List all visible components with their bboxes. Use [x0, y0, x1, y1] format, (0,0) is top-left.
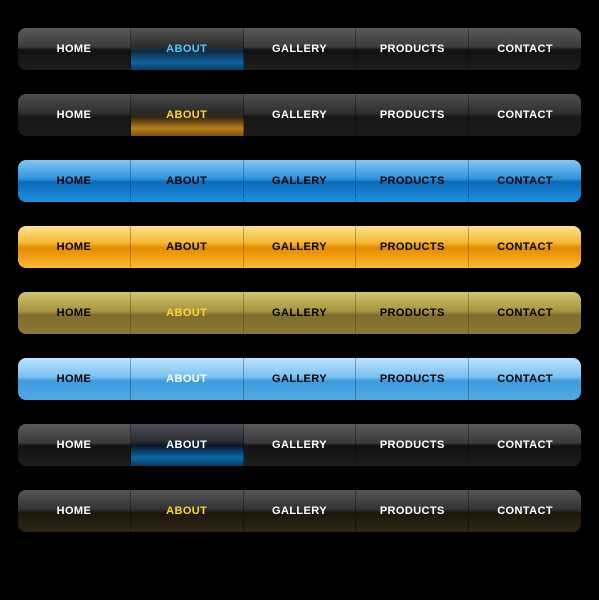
nav-item-products[interactable]: PRODUCTS: [356, 292, 469, 334]
nav-item-gallery[interactable]: GALLERY: [244, 226, 357, 268]
nav-item-home[interactable]: HOME: [18, 292, 131, 334]
nav-bar-3: HOMEABOUTGALLERYPRODUCTSCONTACT: [18, 160, 581, 202]
nav-item-gallery[interactable]: GALLERY: [244, 292, 357, 334]
nav-item-home[interactable]: HOME: [18, 358, 131, 400]
nav-item-home[interactable]: HOME: [18, 94, 131, 136]
nav-item-gallery[interactable]: GALLERY: [244, 490, 357, 532]
nav-item-contact[interactable]: CONTACT: [469, 94, 581, 136]
nav-item-home[interactable]: HOME: [18, 424, 131, 466]
nav-item-gallery[interactable]: GALLERY: [244, 358, 357, 400]
nav-item-about[interactable]: ABOUT: [131, 490, 244, 532]
nav-item-home[interactable]: HOME: [18, 226, 131, 268]
nav-item-contact[interactable]: CONTACT: [469, 292, 581, 334]
nav-bar-5: HOMEABOUTGALLERYPRODUCTSCONTACT: [18, 292, 581, 334]
nav-item-about[interactable]: ABOUT: [131, 160, 244, 202]
nav-item-home[interactable]: HOME: [18, 160, 131, 202]
nav-item-about[interactable]: ABOUT: [131, 226, 244, 268]
nav-item-contact[interactable]: CONTACT: [469, 160, 581, 202]
nav-item-gallery[interactable]: GALLERY: [244, 94, 357, 136]
nav-item-gallery[interactable]: GALLERY: [244, 424, 357, 466]
nav-item-about[interactable]: ABOUT: [131, 94, 244, 136]
nav-bar-1: HOMEABOUTGALLERYPRODUCTSCONTACT: [18, 28, 581, 70]
nav-item-products[interactable]: PRODUCTS: [356, 424, 469, 466]
nav-item-home[interactable]: HOME: [18, 28, 131, 70]
nav-bar-2: HOMEABOUTGALLERYPRODUCTSCONTACT: [18, 94, 581, 136]
nav-bar-4: HOMEABOUTGALLERYPRODUCTSCONTACT: [18, 226, 581, 268]
nav-bar-6: HOMEABOUTGALLERYPRODUCTSCONTACT: [18, 358, 581, 400]
nav-item-about[interactable]: ABOUT: [131, 28, 244, 70]
nav-item-contact[interactable]: CONTACT: [469, 358, 581, 400]
nav-item-gallery[interactable]: GALLERY: [244, 28, 357, 70]
nav-item-contact[interactable]: CONTACT: [469, 424, 581, 466]
nav-item-contact[interactable]: CONTACT: [469, 28, 581, 70]
nav-item-contact[interactable]: CONTACT: [469, 226, 581, 268]
nav-bar-7: HOMEABOUTGALLERYPRODUCTSCONTACT: [18, 424, 581, 466]
nav-item-contact[interactable]: CONTACT: [469, 490, 581, 532]
nav-item-products[interactable]: PRODUCTS: [356, 490, 469, 532]
nav-bar-8: HOMEABOUTGALLERYPRODUCTSCONTACT: [18, 490, 581, 532]
nav-item-about[interactable]: ABOUT: [131, 424, 244, 466]
nav-item-about[interactable]: ABOUT: [131, 292, 244, 334]
nav-item-products[interactable]: PRODUCTS: [356, 94, 469, 136]
nav-item-about[interactable]: ABOUT: [131, 358, 244, 400]
nav-item-products[interactable]: PRODUCTS: [356, 226, 469, 268]
nav-item-gallery[interactable]: GALLERY: [244, 160, 357, 202]
nav-item-products[interactable]: PRODUCTS: [356, 160, 469, 202]
nav-item-home[interactable]: HOME: [18, 490, 131, 532]
nav-item-products[interactable]: PRODUCTS: [356, 28, 469, 70]
nav-item-products[interactable]: PRODUCTS: [356, 358, 469, 400]
